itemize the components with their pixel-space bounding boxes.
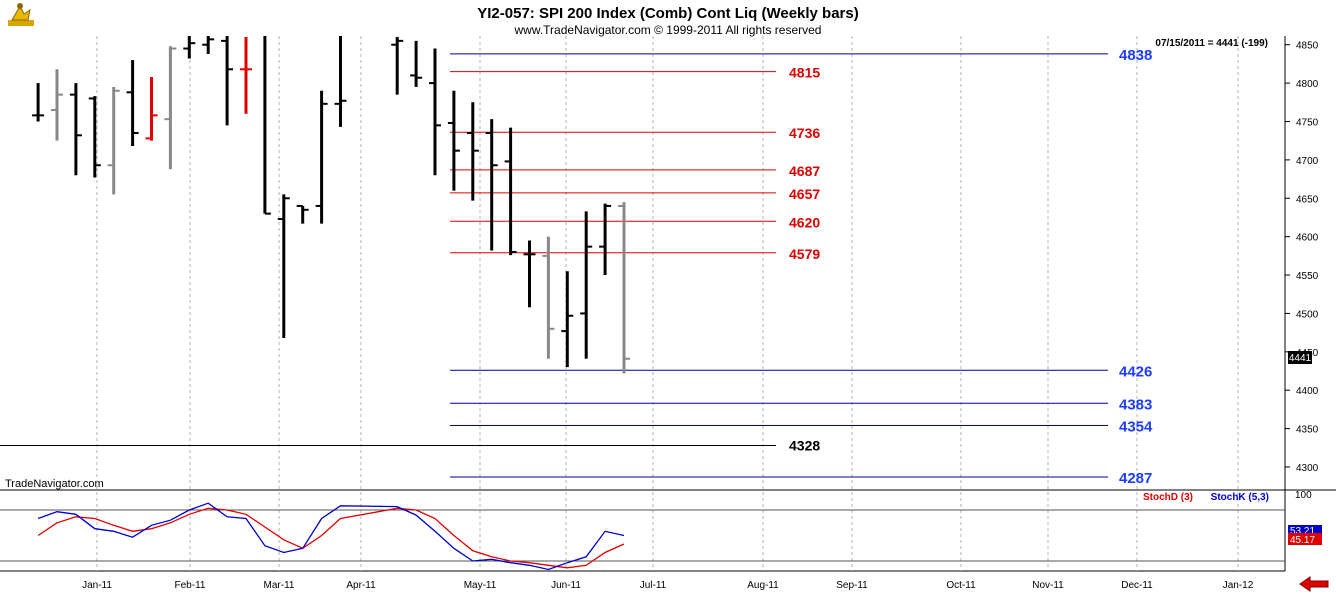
grid <box>96 36 1239 571</box>
y-tick-label: 4400 <box>1296 386 1319 397</box>
last-price-label: 4441 <box>1289 353 1312 364</box>
watermark: TradeNavigator.com <box>5 478 104 490</box>
resistance-label: 4815 <box>789 65 820 81</box>
x-tick-label: Jan-11 <box>82 580 112 591</box>
y-axis: 4300435044004450450045504600465047004750… <box>1285 41 1319 474</box>
resistance-label: 4620 <box>789 214 820 230</box>
x-tick-label: Mar-11 <box>264 580 295 591</box>
stochk-legend: StochK (5,3) <box>1211 492 1269 503</box>
ohlc-bar <box>126 60 139 147</box>
resistance-label: 4736 <box>789 125 820 141</box>
ohlc-bar <box>240 37 252 114</box>
levels: 4815 4736 4687 4657 4620 4579 4838 4426 4383 4354… <box>0 47 1153 487</box>
support-label: 4838 <box>1119 47 1152 64</box>
ohlc-bar <box>296 204 309 224</box>
ohlc-bar <box>447 90 460 191</box>
ohlc-bar <box>263 36 271 215</box>
ohlc-bar <box>334 36 347 127</box>
y-tick-label: 4550 <box>1296 271 1319 282</box>
red-left-arrow-icon[interactable] <box>1299 576 1329 592</box>
x-tick-label: Sep-11 <box>836 580 868 591</box>
genie-lamp-icon <box>8 3 34 26</box>
last-price-box <box>1288 351 1312 364</box>
x-tick-label: Jul-11 <box>640 580 667 591</box>
ohlc-bar <box>523 240 536 308</box>
x-tick-label: Jun-11 <box>551 580 581 591</box>
ohlc-bar <box>202 36 215 54</box>
ohlc-bar <box>32 83 45 122</box>
support-label: 4426 <box>1119 363 1152 380</box>
y-tick-label: 4850 <box>1296 41 1319 52</box>
bars-clip-group <box>32 36 630 374</box>
ohlc-bar <box>504 127 517 256</box>
y-tick-label: 4700 <box>1296 156 1319 167</box>
x-tick-label: Jan-12 <box>1223 580 1254 591</box>
resistance-label: 4579 <box>789 246 820 262</box>
y-tick-label: 4350 <box>1296 425 1319 436</box>
x-tick-label: Aug-11 <box>747 580 779 591</box>
ohlc-bar <box>107 86 120 195</box>
stochd-value: 45.17 <box>1290 535 1315 546</box>
ohlc-bar <box>429 48 441 176</box>
ohlc-bar <box>183 36 196 59</box>
stochastic-panel <box>0 502 1285 571</box>
support-label: 4383 <box>1119 396 1152 413</box>
ohlc-bar <box>315 90 328 224</box>
x-tick-label: May-11 <box>464 580 497 591</box>
ohlc-bar <box>277 194 290 339</box>
ohlc-bar <box>485 119 498 251</box>
ohlc-bar <box>599 203 612 276</box>
ohlc-bar <box>391 37 404 95</box>
x-tick-label: Nov-11 <box>1032 580 1064 591</box>
stochk-value-box <box>1288 525 1322 535</box>
ohlc-bar <box>164 46 177 170</box>
y-tick-label: 4750 <box>1296 117 1319 128</box>
ohlc-bar <box>51 69 63 141</box>
ohlc-bar <box>580 211 593 359</box>
y-tick-label: 4650 <box>1296 194 1319 205</box>
x-tick-label: Dec-11 <box>1121 580 1153 591</box>
y-tick-label: 4300 <box>1296 463 1319 474</box>
last-quote: 07/15/2011 = 4441 (-199) <box>1155 38 1268 49</box>
x-axis: Jan-11 Feb-11 Mar-11 Apr-11 May-11 Jun-11 Jul-… <box>82 580 1254 591</box>
ohlc-bar <box>561 271 574 368</box>
y-tick-label: 4800 <box>1296 79 1319 90</box>
x-tick-label: Apr-11 <box>346 580 376 591</box>
ohlc-bar <box>542 236 555 359</box>
stochk-line <box>37 502 625 571</box>
ohlc-bar <box>466 102 479 201</box>
ohlc-bar <box>410 40 423 87</box>
level-label: 4328 <box>789 438 820 454</box>
ohlc-bar <box>221 36 234 126</box>
support-label: 4354 <box>1119 419 1153 436</box>
stochd-legend: StochD (3) <box>1143 492 1193 503</box>
resistance-label: 4657 <box>789 186 820 202</box>
ohlc-bar <box>69 83 82 176</box>
x-tick-label: Oct-11 <box>946 580 976 591</box>
stochd-value-box <box>1288 533 1322 545</box>
y-tick-label: 4500 <box>1296 309 1319 320</box>
stochk-value: 53.21 <box>1290 526 1315 537</box>
support-label: 4287 <box>1119 470 1152 487</box>
copyright: www.TradeNavigator.com © 1999-2011 All r… <box>514 23 822 37</box>
stoch-top-label: 100 <box>1295 490 1312 501</box>
ohlc-bar <box>145 76 158 141</box>
stochd-line <box>37 507 625 569</box>
price-bars <box>32 36 630 374</box>
x-tick-label: Feb-11 <box>175 580 206 591</box>
y-tick-label: 4600 <box>1296 233 1319 244</box>
resistance-label: 4687 <box>789 163 820 179</box>
ohlc-bar <box>618 202 630 374</box>
chart-title: YI2-057: SPI 200 Index (Comb) Cont Liq (… <box>477 5 858 22</box>
ohlc-bar <box>88 96 101 178</box>
